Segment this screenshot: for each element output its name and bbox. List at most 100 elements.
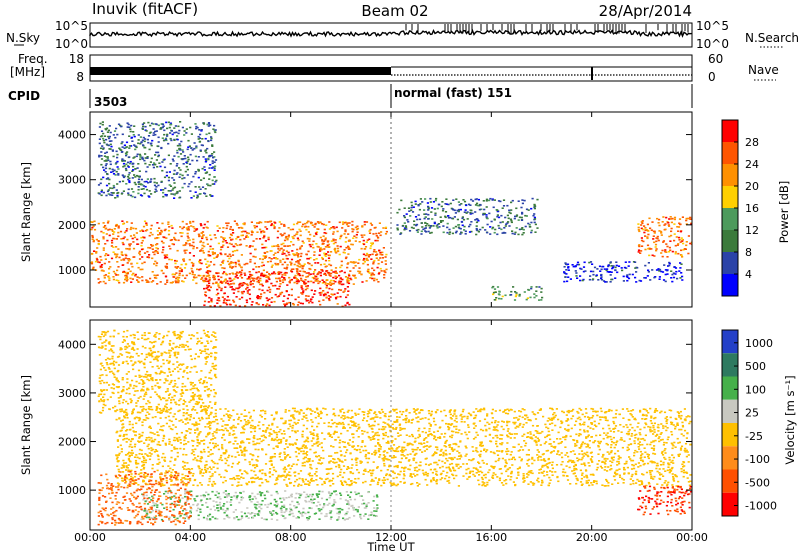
data-cell bbox=[222, 262, 224, 264]
data-cell bbox=[214, 471, 216, 473]
data-cell bbox=[192, 176, 194, 178]
data-cell bbox=[511, 230, 513, 232]
data-cell bbox=[449, 453, 451, 455]
data-cell bbox=[157, 234, 159, 236]
data-cell bbox=[273, 271, 275, 273]
data-cell bbox=[120, 445, 122, 447]
data-cell bbox=[271, 414, 273, 416]
data-cell bbox=[259, 471, 261, 473]
data-cell bbox=[269, 221, 271, 223]
data-cell bbox=[146, 130, 148, 132]
data-cell bbox=[610, 279, 612, 281]
data-cell bbox=[476, 228, 478, 230]
data-cell bbox=[164, 230, 166, 232]
data-cell bbox=[266, 297, 268, 299]
data-cell bbox=[323, 240, 325, 242]
data-cell bbox=[438, 204, 440, 206]
data-cell bbox=[136, 239, 138, 241]
data-cell bbox=[648, 271, 650, 273]
data-cell bbox=[558, 443, 560, 445]
data-cell bbox=[450, 203, 452, 205]
data-cell bbox=[208, 178, 210, 180]
data-cell bbox=[261, 482, 263, 484]
data-cell bbox=[614, 270, 616, 272]
data-cell bbox=[587, 426, 589, 428]
data-cell bbox=[134, 434, 136, 436]
data-cell bbox=[378, 429, 380, 431]
data-cell bbox=[347, 262, 349, 264]
data-cell bbox=[237, 291, 239, 293]
data-cell bbox=[356, 229, 358, 231]
data-cell bbox=[434, 223, 436, 225]
data-cell bbox=[165, 444, 167, 446]
data-cell bbox=[464, 421, 466, 423]
data-cell bbox=[673, 266, 675, 268]
data-cell bbox=[126, 239, 128, 241]
data-cell bbox=[565, 269, 567, 271]
data-cell bbox=[537, 478, 539, 480]
data-cell bbox=[214, 437, 216, 439]
data-cell bbox=[132, 177, 134, 179]
data-cell bbox=[226, 280, 228, 282]
data-cell bbox=[680, 263, 682, 265]
data-cell bbox=[134, 136, 136, 138]
data-cell bbox=[371, 244, 373, 246]
data-cell bbox=[200, 179, 202, 181]
data-cell bbox=[129, 446, 131, 448]
data-cell bbox=[162, 453, 164, 455]
data-cell bbox=[299, 221, 301, 223]
data-cell bbox=[453, 443, 455, 445]
data-cell bbox=[308, 302, 310, 304]
data-cell bbox=[231, 280, 233, 282]
data-cell bbox=[224, 286, 226, 288]
data-cell bbox=[382, 411, 384, 413]
data-cell bbox=[161, 252, 163, 254]
data-cell bbox=[176, 260, 178, 262]
data-cell bbox=[385, 269, 387, 271]
data-cell bbox=[639, 441, 641, 443]
data-cell bbox=[281, 274, 283, 276]
data-cell bbox=[169, 248, 171, 250]
data-cell bbox=[328, 288, 330, 290]
data-cell bbox=[393, 444, 395, 446]
data-cell bbox=[110, 144, 112, 146]
data-cell bbox=[140, 245, 142, 247]
data-cell bbox=[650, 442, 652, 444]
data-cell bbox=[638, 229, 640, 231]
data-cell bbox=[507, 428, 509, 430]
data-cell bbox=[260, 296, 262, 298]
data-cell bbox=[497, 286, 499, 288]
data-cell bbox=[284, 467, 286, 469]
data-cell bbox=[278, 227, 280, 229]
data-cell bbox=[173, 179, 175, 181]
data-cell bbox=[428, 423, 430, 425]
data-cell bbox=[177, 279, 179, 281]
data-cell bbox=[335, 239, 337, 241]
data-cell bbox=[373, 261, 375, 263]
data-cell bbox=[173, 446, 175, 448]
data-cell bbox=[113, 192, 115, 194]
data-cell bbox=[266, 271, 268, 273]
data-cell bbox=[323, 235, 325, 237]
data-cell bbox=[506, 205, 508, 207]
data-cell bbox=[179, 270, 181, 272]
data-cell bbox=[301, 418, 303, 420]
data-cell bbox=[446, 227, 448, 229]
data-cell bbox=[202, 475, 204, 477]
data-cell bbox=[126, 438, 128, 440]
data-cell bbox=[480, 204, 482, 206]
data-cell bbox=[498, 225, 500, 227]
data-cell bbox=[174, 170, 176, 172]
data-cell bbox=[506, 425, 508, 427]
data-cell bbox=[166, 280, 168, 282]
data-cell bbox=[549, 423, 551, 425]
data-cell bbox=[618, 458, 620, 460]
data-cell bbox=[417, 229, 419, 231]
data-cell bbox=[670, 462, 672, 464]
data-cell bbox=[583, 429, 585, 431]
data-cell bbox=[507, 450, 509, 452]
data-cell bbox=[156, 166, 158, 168]
data-cell bbox=[530, 286, 532, 288]
data-cell bbox=[629, 429, 631, 431]
data-cell bbox=[331, 269, 333, 271]
